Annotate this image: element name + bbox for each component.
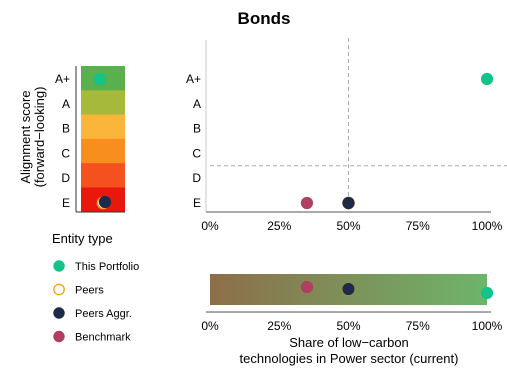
main-point-peers_aggr bbox=[342, 196, 355, 210]
strip-x-tick-label: 50% bbox=[336, 319, 360, 333]
legend-label-portfolio: This Portfolio bbox=[75, 261, 139, 273]
legend-marker-peers bbox=[53, 283, 65, 296]
strip-x-tick-label: 100% bbox=[472, 319, 503, 333]
y-axis-label: Alignment score (forward−looking) bbox=[18, 87, 47, 188]
main-x-tick-label: 100% bbox=[472, 219, 503, 233]
main-x-tick-label: 0% bbox=[201, 219, 219, 233]
main-plot-points bbox=[300, 72, 494, 210]
x-axis-label-line: technologies in Power sector (current) bbox=[240, 351, 459, 366]
strip-point-benchmark bbox=[300, 280, 314, 294]
legend-label-benchmark: Benchmark bbox=[75, 332, 131, 344]
score-bar-point-portfolio bbox=[93, 72, 107, 86]
chart-title: Bonds bbox=[238, 9, 291, 28]
legend-marker-peers_aggr bbox=[53, 307, 65, 319]
gradient-strip bbox=[206, 274, 494, 313]
score-grade-label-D: D bbox=[61, 171, 70, 185]
main-plot-x-ticks: 0% 25% 50% 75% 100% bbox=[201, 219, 502, 233]
strip-x-tick-label: 0% bbox=[201, 319, 219, 333]
main-point-portfolio bbox=[480, 72, 494, 86]
score-bar-segment-A bbox=[81, 90, 125, 116]
main-grade-label-C: C bbox=[192, 146, 201, 160]
score-grade-label-A: A bbox=[62, 97, 70, 111]
main-grade-label-A: A bbox=[193, 97, 201, 111]
legend-label-peers: Peers bbox=[75, 285, 104, 297]
score-bar-point-peers_aggr bbox=[98, 195, 112, 209]
strip-x-tick-label: 75% bbox=[406, 319, 430, 333]
score-bar-segment-C bbox=[81, 138, 125, 164]
strip-x-tick-label: 25% bbox=[267, 319, 291, 333]
legend: This Portfolio Peers Peers Aggr. Benchmark bbox=[53, 260, 139, 344]
score-bar-segment-D bbox=[81, 163, 125, 188]
legend-title: Entity type bbox=[52, 231, 113, 246]
main-x-tick-label: 25% bbox=[267, 219, 291, 233]
legend-marker-portfolio bbox=[53, 260, 65, 272]
legend-marker-benchmark bbox=[53, 330, 65, 343]
strip-point-portfolio bbox=[480, 286, 494, 300]
main-plot-reference-lines bbox=[210, 38, 507, 212]
y-axis-label-line: Alignment score bbox=[18, 90, 33, 183]
main-point-benchmark bbox=[300, 196, 314, 210]
score-color-bar bbox=[75, 66, 125, 213]
score-bar-segment-B bbox=[81, 114, 125, 140]
y-axis-label-line: (forward−looking) bbox=[32, 87, 47, 188]
main-grade-label-E: E bbox=[193, 196, 201, 210]
score-grade-label-B: B bbox=[62, 122, 70, 136]
legend-label-peers_aggr: Peers Aggr. bbox=[75, 308, 132, 320]
main-plot-axes bbox=[205, 40, 491, 213]
main-grade-label-A+: A+ bbox=[186, 72, 201, 86]
main-grade-label-D: D bbox=[192, 171, 201, 185]
strip-x-ticks: 0% 25% 50% 75% 100% bbox=[201, 319, 502, 333]
x-axis-label-line: Share of low−carbon bbox=[289, 335, 409, 350]
score-grade-label-E: E bbox=[62, 196, 70, 210]
strip-point-peers_aggr bbox=[342, 282, 355, 296]
main-x-tick-label: 50% bbox=[336, 219, 360, 233]
score-grade-label-C: C bbox=[61, 146, 70, 160]
main-x-tick-label: 75% bbox=[406, 219, 430, 233]
main-grade-label-B: B bbox=[193, 122, 201, 136]
score-grade-label-A+: A+ bbox=[55, 72, 70, 86]
